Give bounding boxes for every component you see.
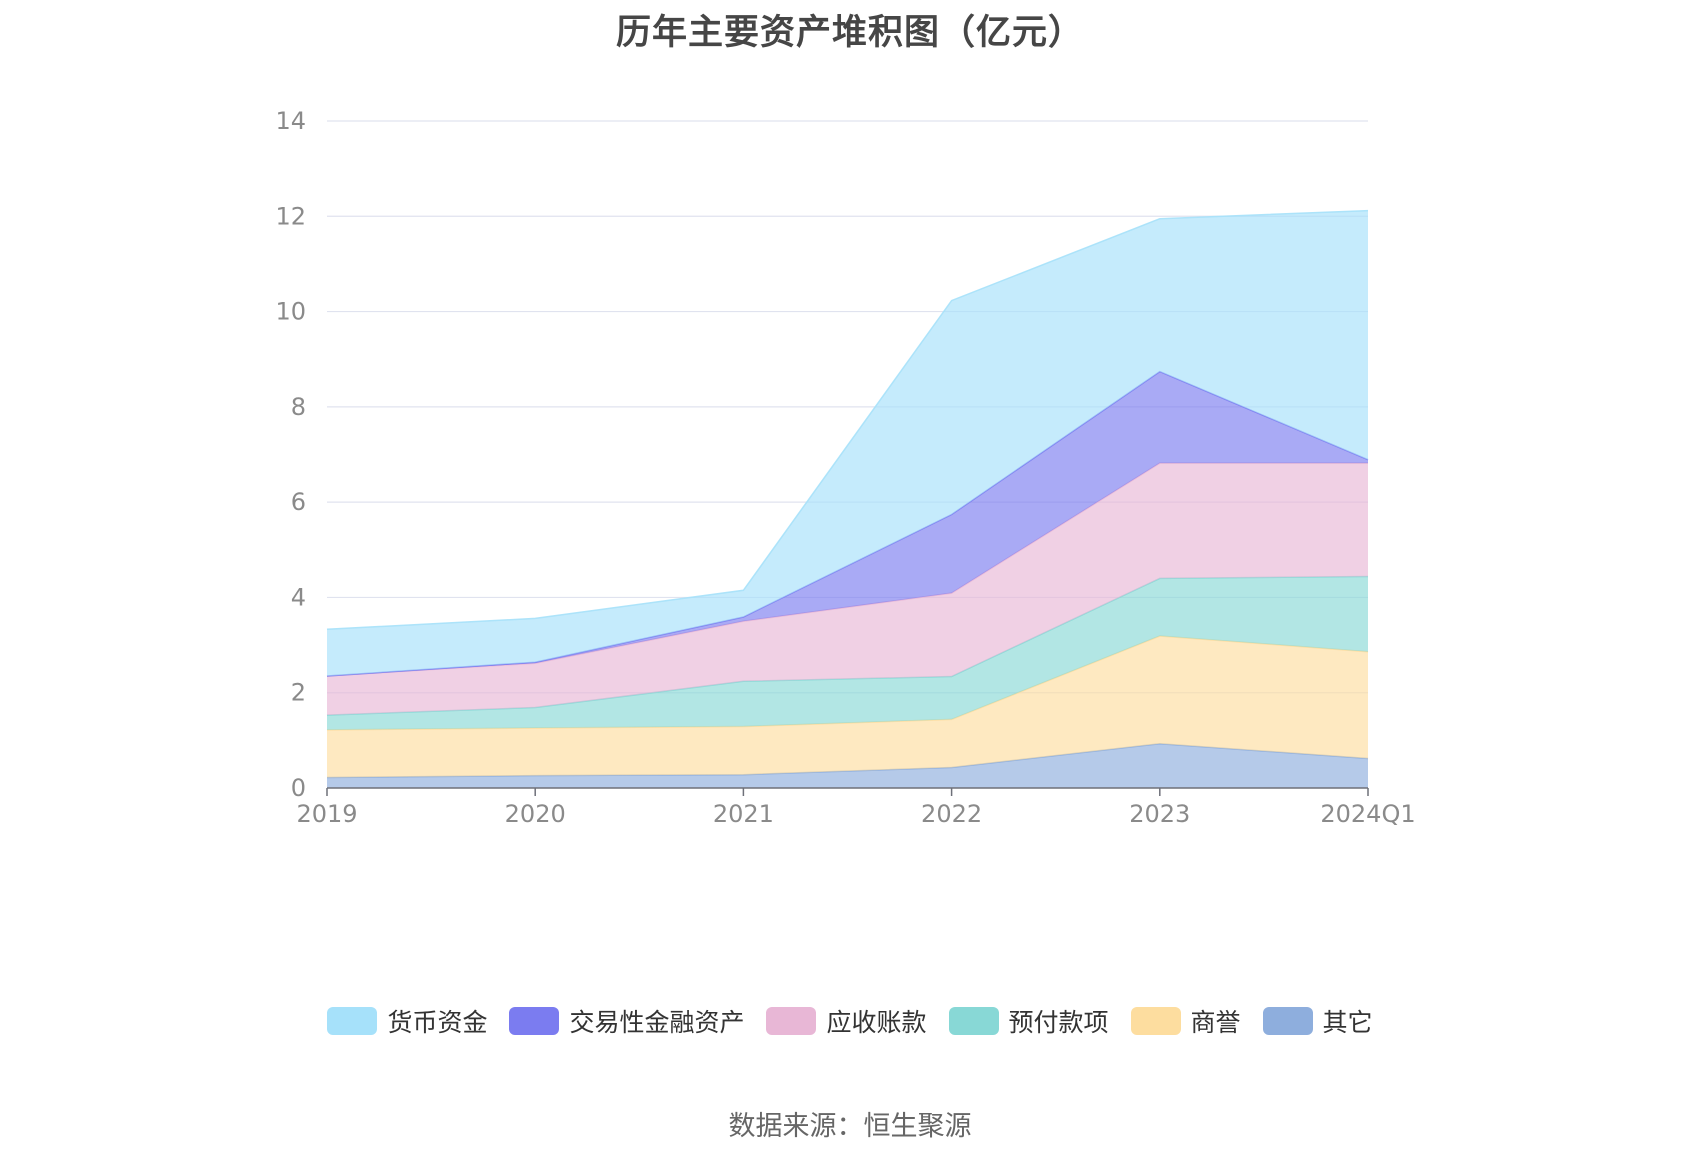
x-tick-label-2022: 2022 <box>921 800 982 828</box>
legend-label: 交易性金融资产 <box>569 1008 745 1037</box>
legend-swatch <box>509 1007 560 1035</box>
legend-label: 其它 <box>1322 1008 1373 1037</box>
y-tick-label-14: 14 <box>275 107 306 135</box>
source-note: 数据来源：恒生聚源 <box>728 1111 972 1142</box>
legend-item-商誉[interactable]: 商誉 <box>1130 1003 1241 1039</box>
area-series-group <box>326 209 1369 788</box>
y-tick-label-6: 6 <box>291 488 306 516</box>
x-axis <box>326 787 1369 796</box>
legend-item-预付款项[interactable]: 预付款项 <box>948 1003 1109 1039</box>
legend-item-应收账款[interactable]: 应收账款 <box>766 1003 927 1039</box>
legend-item-其它[interactable]: 其它 <box>1262 1003 1373 1039</box>
area-其它 <box>327 743 1368 788</box>
x-tick-label-2020: 2020 <box>505 800 566 828</box>
x-tick-label-2024Q1: 2024Q1 <box>1320 800 1415 828</box>
x-tick-label-2023: 2023 <box>1129 800 1190 828</box>
y-tick-label-10: 10 <box>275 298 306 326</box>
y-axis-tick-labels: 0 2 4 6 8 10 12 14 <box>275 107 306 802</box>
legend: 货币资金 交易性金融资产 应收账款 预付款项 商誉 其它 <box>0 1003 1700 1039</box>
legend-label: 货币资金 <box>387 1008 488 1037</box>
legend-item-交易性金融资产[interactable]: 交易性金融资产 <box>509 1003 744 1039</box>
legend-label: 应收账款 <box>826 1008 927 1037</box>
legend-swatch <box>1262 1007 1313 1035</box>
legend-swatch <box>948 1007 999 1035</box>
y-tick-label-8: 8 <box>291 393 306 421</box>
y-tick-label-4: 4 <box>291 583 306 611</box>
x-tick-label-2019: 2019 <box>296 800 357 828</box>
legend-swatch <box>766 1007 817 1035</box>
area-货币资金 <box>327 210 1368 676</box>
legend-label: 预付款项 <box>1008 1008 1109 1037</box>
x-tick-label-2021: 2021 <box>713 800 774 828</box>
legend-swatch <box>1130 1007 1181 1035</box>
legend-label: 商誉 <box>1190 1008 1241 1037</box>
area-交易性金融资产 <box>327 371 1368 676</box>
y-tick-label-0: 0 <box>291 774 306 802</box>
legend-item-货币资金[interactable]: 货币资金 <box>327 1003 487 1039</box>
area-预付款项 <box>327 576 1368 730</box>
chart-title: 历年主要资产堆积图（亿元） <box>615 13 1084 53</box>
y-tick-label-12: 12 <box>275 202 306 230</box>
area-商誉 <box>327 636 1368 778</box>
line-货币资金 <box>326 209 1369 631</box>
legend-swatch <box>327 1007 378 1035</box>
x-axis-tick-labels: 2019 2020 2021 2022 2023 2024Q1 <box>296 800 1415 828</box>
y-tick-label-2: 2 <box>291 679 306 707</box>
area-应收账款 <box>327 463 1368 716</box>
